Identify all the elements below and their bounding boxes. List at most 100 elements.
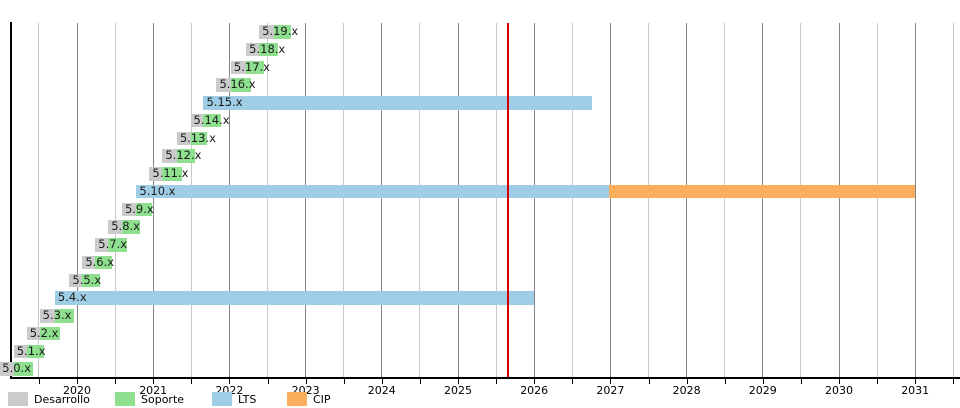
bar-desarrollo [108,220,122,234]
version-label: 5.19.x [262,24,299,38]
axis-tick [153,379,155,384]
bar-desarrollo [216,78,231,92]
bar-soporte [121,220,141,234]
axis-tick [191,379,193,384]
gridline-halfyear [190,23,192,377]
axis-tick [610,379,612,384]
gridline-year [228,23,230,377]
bar-soporte [203,113,221,128]
x-axis [10,377,960,379]
bar-soporte [95,255,113,270]
x-axis-year-label: 2029 [748,384,777,397]
legend-label-desarrollo: Desarrollo [34,393,90,406]
bar-desarrollo [149,167,163,181]
bar-soporte [259,42,279,57]
bar-desarrollo [82,255,96,270]
bar-desarrollo [121,202,137,217]
version-label: 5.11.x [152,166,189,181]
axis-tick [915,379,917,384]
bar-desarrollo [26,326,40,341]
axis-tick [724,379,726,384]
version-label: 5.8.x [111,219,140,234]
gridline-year [305,23,307,377]
axis-tick [534,379,536,384]
version-label: 5.7.x [98,237,128,252]
version-label: 5.4.x [57,290,87,305]
legend-label-lts: LTS [238,393,257,406]
gridline-halfyear [343,23,345,377]
bar-desarrollo [95,238,109,252]
bar-desarrollo [0,362,14,376]
x-axis-year-label: 2028 [672,384,701,397]
version-label: 5.15.x [206,95,243,110]
bar-lts [136,184,609,199]
axis-tick [800,379,802,384]
version-label: 5.0.x [2,361,32,376]
bar-soporte [13,362,33,376]
gridline-year [381,23,383,377]
version-label: 5.1.x [16,343,46,358]
bar-desarrollo [69,273,83,288]
axis-tick [229,379,231,384]
gridline-year [686,23,688,377]
bar-lts [54,291,535,305]
gridline-year [762,23,764,377]
axis-tick [496,379,498,384]
version-label: 5.13.x [179,130,216,145]
x-axis-year-label: 2021 [139,384,168,397]
axis-tick [877,379,879,384]
version-label: 5.12.x [165,148,202,163]
version-label: 5.6.x [85,254,115,269]
legend-swatch-lts [212,392,232,406]
axis-tick [419,379,421,384]
gridline-year [76,23,78,377]
bar-soporte [246,60,264,74]
version-label: 5.14.x [193,112,230,127]
bar-soporte [54,309,74,323]
bar-soporte [82,273,100,288]
version-label: 5.3.x [42,308,72,323]
x-axis-year-label: 2026 [520,384,549,397]
axis-tick [77,379,78,384]
legend-label-soporte: Soporte [141,393,185,406]
legend-item-lts: LTS [212,392,312,407]
bar-cip [608,184,916,199]
legend-label-cip: CIP [313,393,331,406]
gridline-halfyear [571,23,573,377]
bar-desarrollo [39,309,55,323]
axis-tick [115,379,117,384]
version-label: 5.10.x [139,183,176,198]
axis-tick [686,379,688,384]
axis-tick [381,379,383,384]
gridline-halfyear [876,23,878,377]
gridline-year [914,23,916,377]
bar-soporte [176,149,196,163]
gridline-halfyear [495,23,497,377]
x-axis-year-label: 2024 [367,384,396,397]
bar-soporte [108,238,127,252]
gridline-halfyear [952,23,954,377]
gridline-year [457,23,459,377]
bar-desarrollo [246,42,260,57]
gridline-halfyear [419,23,421,377]
axis-tick [458,379,459,384]
current-date-line [507,23,510,377]
legend-swatch-cip [287,392,307,406]
axis-tick [343,379,345,384]
gridline-halfyear [648,23,649,377]
bar-desarrollo [13,344,27,359]
bar-desarrollo [162,149,177,163]
bar-soporte [136,202,153,217]
version-label: 5.18.x [249,41,286,56]
legend-item-cip: CIP [287,392,387,407]
bar-soporte [273,25,292,39]
x-axis-year-label: 2030 [825,384,853,397]
gridline-halfyear [114,23,116,377]
x-axis-year-label: 2027 [596,384,625,397]
bar-soporte [26,344,45,359]
bar-desarrollo [190,113,204,128]
axis-tick [267,379,269,384]
x-axis-year-label: 2031 [901,384,930,397]
x-axis-year-label: 2020 [63,384,91,397]
